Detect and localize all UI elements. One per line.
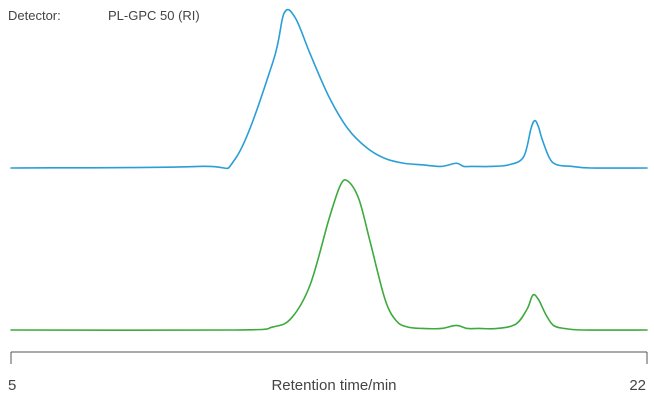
traces-group [10, 8, 648, 332]
x-axis-label: Retention time/min [271, 377, 396, 394]
x-tick-label-start: 5 [8, 377, 16, 394]
detector-label: Detector: [8, 8, 61, 23]
trace-2-line [10, 179, 648, 332]
detector-value: PL-GPC 50 (RI) [108, 8, 200, 23]
x-tick-label-end: 22 [629, 377, 646, 394]
detector-info: Detector: PL-GPC 50 (RI) [8, 8, 200, 23]
trace-1-line [10, 8, 648, 170]
x-axis: 5 22 Retention time/min [8, 351, 648, 394]
